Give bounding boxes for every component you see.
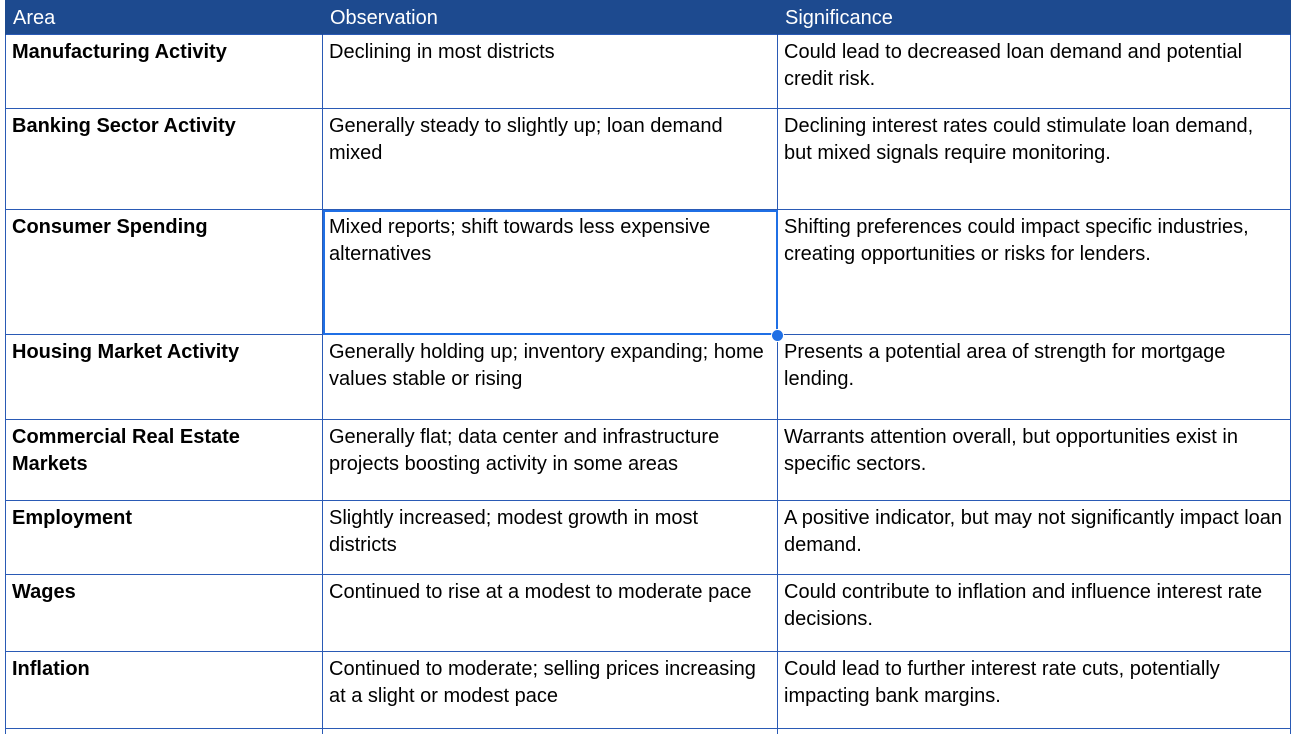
area-cell[interactable]: Consumer Spending	[5, 209, 323, 335]
significance-cell[interactable]: Could contribute to inflation and influe…	[777, 574, 1291, 652]
observation-cell[interactable]: Generally steady to slightly up; loan de…	[322, 108, 778, 210]
significance-cell[interactable]: Presents a potential area of strength fo…	[777, 334, 1291, 420]
observation-cell[interactable]: Slightly increased; modest growth in mos…	[322, 500, 778, 575]
significance-cell-empty[interactable]	[777, 728, 1291, 734]
observation-cell[interactable]: Generally holding up; inventory expandin…	[322, 334, 778, 420]
area-cell[interactable]: Employment	[5, 500, 323, 575]
table-row-partial	[5, 728, 1291, 734]
area-cell-empty[interactable]	[5, 728, 323, 734]
significance-cell[interactable]: Shifting preferences could impact specif…	[777, 209, 1291, 335]
header-area[interactable]: Area	[5, 0, 323, 35]
area-cell[interactable]: Housing Market Activity	[5, 334, 323, 420]
area-cell[interactable]: Commercial Real Estate Markets	[5, 419, 323, 501]
table-row: Employment Slightly increased; modest gr…	[5, 500, 1291, 575]
significance-cell[interactable]: Declining interest rates could stimulate…	[777, 108, 1291, 210]
header-row: Area Observation Significance	[5, 0, 1291, 35]
table-row: Housing Market Activity Generally holdin…	[5, 334, 1291, 420]
table-row: Consumer Spending Mixed reports; shift t…	[5, 209, 1291, 335]
table-row: Manufacturing Activity Declining in most…	[5, 34, 1291, 109]
table-row: Banking Sector Activity Generally steady…	[5, 108, 1291, 210]
summary-table: Area Observation Significance Manufactur…	[5, 0, 1291, 734]
table-row: Commercial Real Estate Markets Generally…	[5, 419, 1291, 501]
observation-cell[interactable]: Generally flat; data center and infrastr…	[322, 419, 778, 501]
area-cell[interactable]: Wages	[5, 574, 323, 652]
observation-cell[interactable]: Continued to rise at a modest to moderat…	[322, 574, 778, 652]
significance-cell[interactable]: A positive indicator, but may not signif…	[777, 500, 1291, 575]
area-cell[interactable]: Inflation	[5, 651, 323, 729]
area-cell[interactable]: Manufacturing Activity	[5, 34, 323, 109]
significance-cell[interactable]: Could lead to further interest rate cuts…	[777, 651, 1291, 729]
selection-resize-handle[interactable]	[771, 329, 784, 342]
observation-cell[interactable]: Continued to moderate; selling prices in…	[322, 651, 778, 729]
observation-cell[interactable]: Declining in most districts	[322, 34, 778, 109]
header-significance[interactable]: Significance	[777, 0, 1291, 35]
table-row: Inflation Continued to moderate; selling…	[5, 651, 1291, 729]
significance-cell[interactable]: Could lead to decreased loan demand and …	[777, 34, 1291, 109]
observation-cell-selected[interactable]: Mixed reports; shift towards less expens…	[322, 209, 778, 335]
observation-cell-empty[interactable]	[322, 728, 778, 734]
table-row: Wages Continued to rise at a modest to m…	[5, 574, 1291, 652]
significance-cell[interactable]: Warrants attention overall, but opportun…	[777, 419, 1291, 501]
area-cell[interactable]: Banking Sector Activity	[5, 108, 323, 210]
header-observation[interactable]: Observation	[322, 0, 778, 35]
